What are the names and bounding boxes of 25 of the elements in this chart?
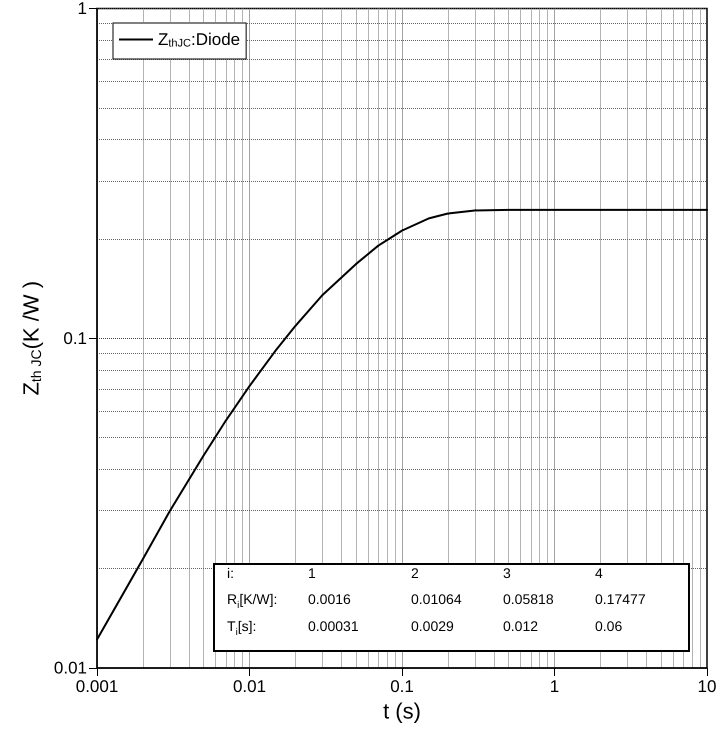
x-tick-label: 0.001 — [76, 677, 118, 696]
annotation: R$_{i}$[K/W]: — [227, 591, 278, 613]
annotation: 0.06 — [595, 618, 622, 634]
annotation: 0.0016 — [308, 591, 351, 607]
x-tick-label: 1 — [550, 677, 560, 696]
y-tick-label: 0.1 — [63, 328, 87, 348]
y-tick-label: 1 — [78, 0, 87, 18]
annotation: i: — [227, 565, 234, 581]
x-tick-label: 0.1 — [390, 677, 414, 696]
y-tick-label: 0.01 — [54, 658, 87, 678]
annotation: 3 — [503, 565, 511, 581]
annotation: T$_{i}$[s]: — [227, 618, 256, 640]
x-tick-label: 0.01 — [232, 677, 266, 696]
annotation: 0.17477 — [595, 591, 646, 607]
annotation: 0.012 — [503, 618, 538, 634]
annotation: 0.00031 — [308, 618, 359, 634]
annotation: 1 — [308, 565, 316, 581]
annotation: 0.01064 — [411, 591, 462, 607]
annotation: 0.0029 — [411, 618, 454, 634]
y-axis-title: Zth JC(K /W ) — [18, 280, 44, 396]
annotation: 4 — [595, 565, 603, 581]
x-tick-label: 10 — [698, 677, 716, 696]
annotation: 0.05818 — [503, 591, 554, 607]
x-axis-title: t (s) — [383, 698, 421, 724]
annotation: 2 — [411, 565, 419, 581]
